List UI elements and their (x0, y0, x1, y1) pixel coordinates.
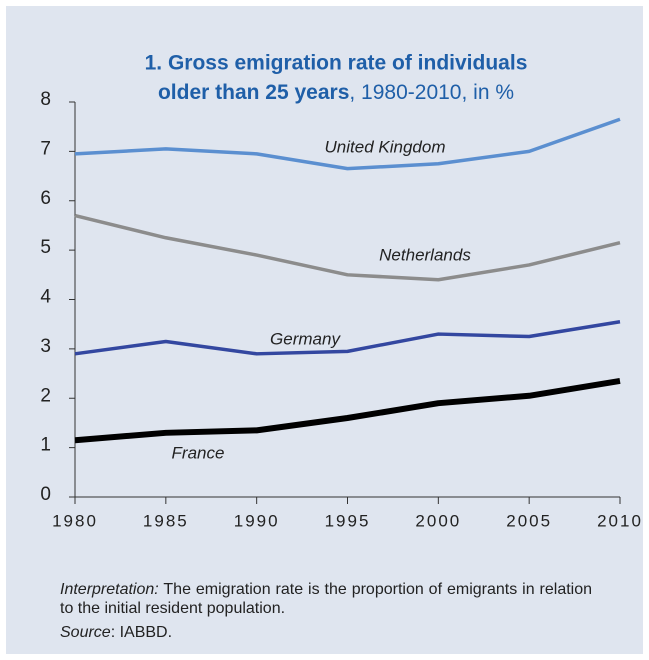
x-tick-label: 1995 (325, 511, 371, 530)
source-label: Source (60, 624, 111, 641)
series-line (74, 213, 621, 282)
y-tick-label: 4 (40, 287, 51, 308)
chart-subtitle: , 1980-2010, in % (349, 81, 514, 104)
y-tick-label: 1 (40, 435, 51, 456)
chart-title: older than 25 years, 1980-2010, in % (158, 81, 514, 104)
series-line (74, 319, 621, 356)
y-tick-label: 2 (40, 385, 51, 406)
y-tick-label: 7 (40, 138, 51, 159)
series-line (74, 117, 621, 171)
series-label: Netherlands (379, 245, 471, 264)
interpretation-label: Interpretation: (60, 581, 159, 598)
notes: Interpretation: The emigration rate is t… (60, 580, 592, 647)
series-label: United Kingdom (325, 137, 446, 156)
chart: 1. Gross emigration rate of individuals … (40, 52, 643, 531)
series-label: France (172, 443, 225, 462)
x-tick-label: 2010 (597, 511, 643, 530)
interpretation-text: The emigration rate is the proportion of… (60, 581, 593, 617)
source-text: : IABBD. (110, 624, 173, 641)
x-tick-label: 2005 (506, 511, 552, 530)
interpretation: Interpretation: The emigration rate is t… (60, 580, 592, 618)
x-tick-label: 1980 (52, 511, 98, 530)
x-tick-label: 2000 (415, 511, 461, 530)
x-tick-label: 1985 (143, 511, 189, 530)
y-tick-label: 3 (40, 336, 51, 357)
panel: 1. Gross emigration rate of individuals … (6, 6, 643, 654)
y-tick-label: 0 (40, 484, 51, 505)
series-label: Germany (270, 329, 341, 348)
series-line (74, 378, 621, 444)
chart-title: 1. Gross emigration rate of individuals (145, 52, 528, 75)
x-tick-label: 1990 (234, 511, 280, 530)
chart-title-line: older than 25 years (158, 81, 349, 104)
source: Source: IABBD. (60, 623, 592, 642)
y-tick-label: 6 (40, 188, 51, 209)
y-tick-label: 8 (40, 89, 51, 110)
y-tick-label: 5 (40, 237, 51, 258)
